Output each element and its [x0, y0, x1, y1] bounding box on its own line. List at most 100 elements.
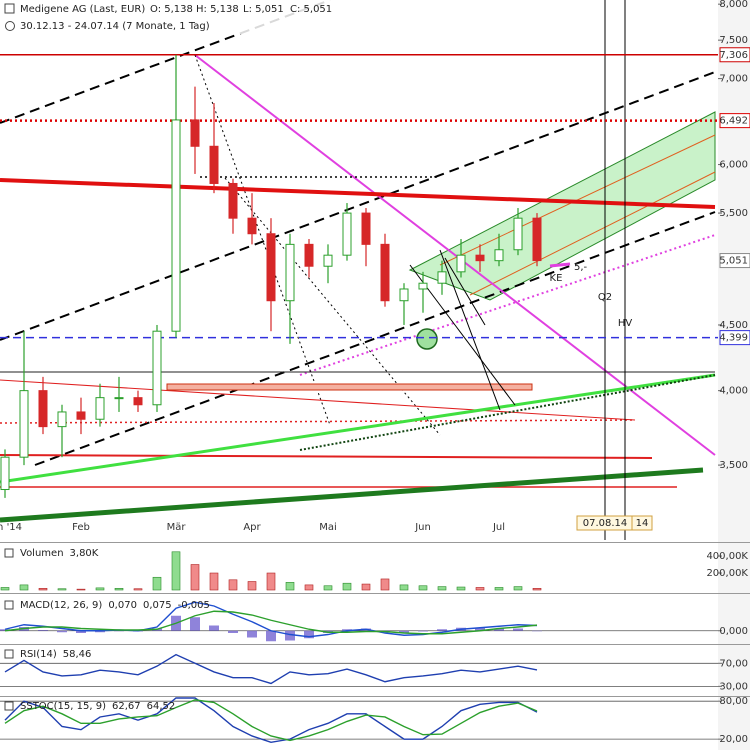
- volume-bar: [57, 588, 67, 591]
- volume-bar: [380, 578, 390, 591]
- indicator-line: [4, 653, 538, 685]
- candle-body: [475, 254, 485, 262]
- candle-body: [361, 212, 371, 245]
- level-label-box: [719, 253, 750, 269]
- close-readout: C: 5,051: [290, 4, 332, 15]
- volume-bar: [399, 584, 409, 591]
- candle-body: [209, 145, 219, 184]
- price-plot: [0, 54, 718, 498]
- indicator-line: [4, 601, 538, 638]
- volume-bar: [19, 584, 29, 591]
- y-tick-label: 200,00K: [706, 568, 748, 579]
- readout: 64,52: [147, 701, 176, 712]
- x-tick-label: Jul: [492, 522, 505, 533]
- volume-bar: [95, 587, 105, 591]
- volume-bar: [304, 584, 314, 591]
- readout: 3,80K: [70, 548, 99, 559]
- histogram-bar: [190, 617, 200, 631]
- volume-bar: [171, 551, 181, 591]
- candle-body: [114, 397, 124, 400]
- panel-title: MACD(12, 26, 9): [20, 600, 102, 611]
- trend-drawings: [0, 0, 716, 540]
- y-tick-label: 4,500: [719, 320, 748, 331]
- candle-body: [342, 212, 352, 256]
- candle-body: [38, 390, 48, 428]
- volume-bar: [209, 572, 219, 591]
- y-tick-label: 70,00: [719, 658, 748, 669]
- high-readout: H: 5,138: [196, 4, 239, 15]
- candle-body: [228, 182, 238, 219]
- histogram-bar: [228, 630, 238, 633]
- x-tick-label: Mai: [319, 522, 337, 533]
- panel-title: RSI(14): [20, 649, 57, 660]
- readout: 0,070: [108, 600, 137, 611]
- y-tick-label: 20,00: [719, 734, 748, 745]
- panel-icon: [4, 701, 14, 711]
- histogram-bar: [475, 627, 485, 631]
- histogram-bar: [76, 630, 86, 633]
- annotation-q2: Q2: [598, 292, 612, 303]
- histogram-bar: [209, 625, 219, 631]
- volume-bar: [418, 585, 428, 591]
- histogram-bar: [38, 630, 48, 631]
- y-tick-label: 3,500: [719, 460, 748, 471]
- instrument-title: Medigene AG (Last, EUR): [20, 4, 145, 15]
- histogram-bar: [247, 630, 257, 638]
- volume-bar: [38, 588, 48, 591]
- volume-bar: [266, 572, 276, 591]
- candle-body: [57, 411, 67, 428]
- candle-body: [304, 243, 314, 267]
- readout: 62,67: [112, 701, 141, 712]
- level-label: 7,306: [719, 50, 748, 61]
- annotation-ke: KE: [550, 273, 563, 284]
- candle-body: [190, 119, 200, 147]
- candle-body: [0, 456, 10, 491]
- volume-bar: [247, 581, 257, 591]
- level-label: 4,399: [719, 333, 748, 344]
- y-tick-label: 30,00: [719, 681, 748, 692]
- panel-separators: [0, 542, 750, 697]
- volume-bar: [133, 588, 143, 591]
- volume-bar: [361, 583, 371, 591]
- level-label-box: [719, 113, 750, 129]
- histogram-bar: [285, 630, 295, 641]
- header-background: [0, 0, 335, 34]
- annotation-hv: HV: [618, 318, 633, 329]
- clock-icon: [5, 21, 15, 31]
- open-readout: O: 5,138: [150, 4, 193, 15]
- volume-bar: [76, 588, 86, 591]
- candle-body: [437, 271, 447, 284]
- readout: -0,005: [178, 600, 210, 611]
- panel-icon: [4, 649, 14, 659]
- candle-body: [95, 397, 105, 420]
- level-label-box: [719, 47, 750, 63]
- y-tick-label: 8,000: [719, 0, 748, 10]
- candle-body: [247, 217, 257, 235]
- candle-body: [285, 243, 295, 302]
- candle-body: [323, 254, 333, 267]
- candle-body: [418, 282, 428, 290]
- volume-bar: [475, 587, 485, 591]
- readout: 0,075: [143, 600, 172, 611]
- level-label: 6,492: [719, 116, 748, 127]
- candle-body: [171, 119, 181, 332]
- y-tick-label: 400,00K: [706, 551, 748, 562]
- histogram-bar: [0, 629, 10, 631]
- annotation-target: 5,-: [574, 262, 588, 273]
- candle-body: [380, 243, 390, 302]
- candle-body: [19, 390, 29, 458]
- histogram-bar: [437, 629, 447, 631]
- indicator-line: [4, 697, 538, 744]
- histogram-bar: [304, 630, 314, 639]
- histogram-bar: [342, 629, 352, 631]
- histogram-bar: [399, 630, 409, 633]
- y-tick-label: 5,500: [719, 208, 748, 219]
- x-tick-label: Jun: [414, 522, 431, 533]
- chart-header: Medigene AG (Last, EUR) O: 5,138 H: 5,13…: [0, 0, 335, 34]
- volume-bar: [342, 582, 352, 591]
- histogram-bar: [418, 630, 428, 632]
- x-tick-label: Mär: [167, 522, 187, 533]
- y-tick-label: 0,000: [719, 626, 748, 637]
- indicator-line: [4, 699, 538, 742]
- histogram-bar: [513, 628, 523, 631]
